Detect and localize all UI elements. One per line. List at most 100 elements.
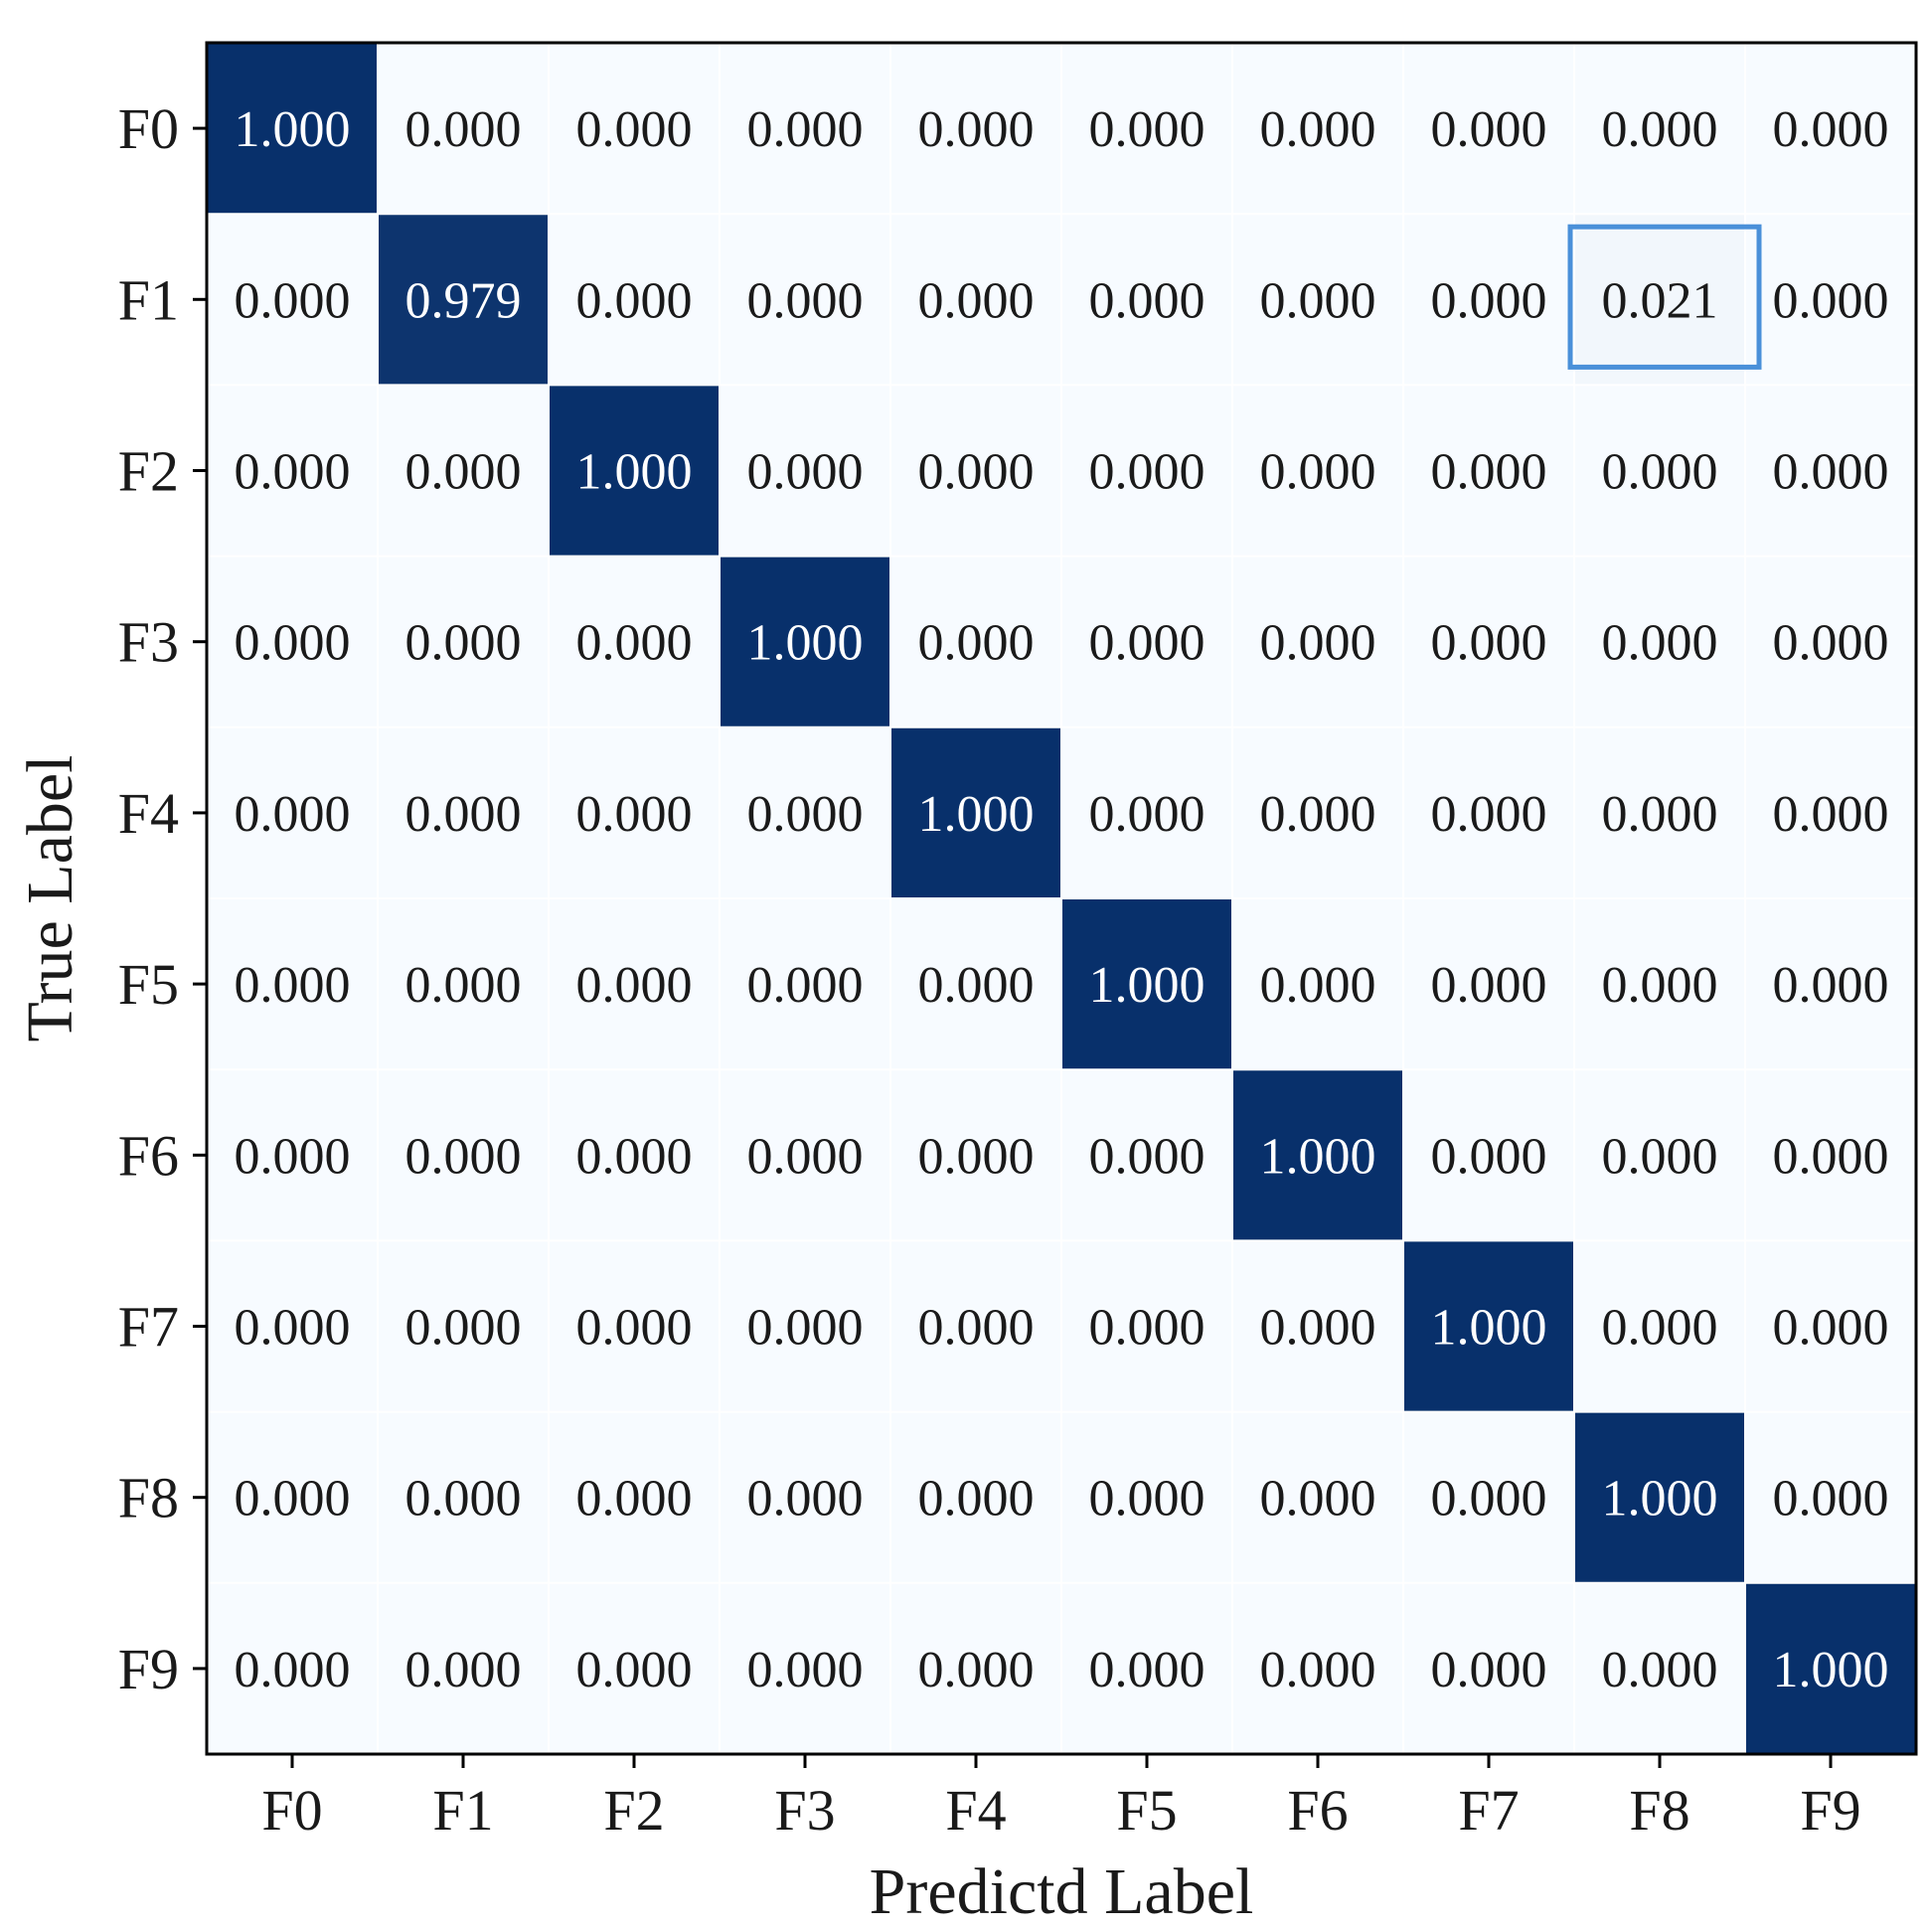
- cell-value-label: 0.000: [405, 615, 522, 672]
- heatmap-cell: [720, 556, 891, 728]
- heatmap-cell: [1232, 1582, 1404, 1755]
- y-axis-ticks: F0 F1 F2 F3 F4 F5 F6 F7 F8 F9: [118, 96, 207, 1701]
- heatmap-cell: [1745, 898, 1917, 1070]
- cell-value-label: 0.000: [1260, 786, 1376, 843]
- cell-value-label: 0.000: [1602, 1128, 1718, 1185]
- heatmap-cell: [378, 385, 550, 558]
- cell-value-label: 0.000: [576, 1128, 693, 1185]
- heatmap-cell: [549, 898, 721, 1070]
- cell-value-label: 0.000: [1602, 1300, 1718, 1357]
- cell-value-label: 0.000: [235, 1300, 351, 1357]
- heatmap-cell: [549, 1240, 721, 1413]
- heatmap-cell: [549, 726, 721, 899]
- heatmap-cell: [549, 43, 721, 215]
- cell-value-label: 0.000: [405, 1471, 522, 1528]
- cell-value-label: 0.021: [1602, 272, 1718, 329]
- cell-value-label: 0.000: [1773, 1128, 1889, 1185]
- heatmap-cell: [720, 1069, 891, 1241]
- cell-value-label: 0.000: [576, 1300, 693, 1357]
- cell-value-label: 0.000: [1260, 957, 1376, 1014]
- cell-value-label: 0.000: [1602, 786, 1718, 843]
- cell-value-label: 0.000: [1089, 786, 1206, 843]
- cell-value-label: 0.000: [1431, 1128, 1547, 1185]
- cell-value-label: 0.000: [1773, 786, 1889, 843]
- cell-value-label: 0.000: [918, 1300, 1035, 1357]
- cell-value-label: 0.000: [1773, 101, 1889, 158]
- heatmap-cell: [1061, 214, 1233, 386]
- cell-value-label: 0.000: [1773, 1471, 1889, 1528]
- heatmap-cell: [1574, 898, 1746, 1070]
- cell-value-label: 1.000: [1773, 1642, 1889, 1698]
- cell-value-label: 0.000: [405, 786, 522, 843]
- cell-value-label: 1.000: [918, 786, 1035, 843]
- cell-value-label: 0.000: [405, 1300, 522, 1357]
- cell-value-label: 0.000: [405, 957, 522, 1014]
- heatmap-cell: [890, 1582, 1062, 1755]
- x-tick-label: F6: [1287, 1778, 1348, 1843]
- cell-value-label: 0.000: [1431, 444, 1547, 501]
- cell-value-label: 0.000: [747, 957, 864, 1014]
- heatmap-cell: [1745, 385, 1917, 558]
- cell-value-label: 0.000: [747, 1300, 864, 1357]
- cell-value-label: 0.000: [1089, 615, 1206, 672]
- heatmap-cell: [720, 1582, 891, 1755]
- cell-value-label: 0.000: [918, 957, 1035, 1014]
- heatmap-cell: [1232, 1240, 1404, 1413]
- heatmap-cell: [378, 214, 550, 386]
- heatmap-cell: [1745, 1411, 1917, 1584]
- cell-value-label: 0.000: [1431, 101, 1547, 158]
- y-tick-label: F2: [118, 439, 179, 504]
- heatmap-cell: [1403, 1069, 1575, 1241]
- heatmap-cell: [890, 1240, 1062, 1413]
- heatmap-cell: [1574, 1069, 1746, 1241]
- heatmap-cell: [1745, 1240, 1917, 1413]
- cell-value-label: 0.000: [1089, 1128, 1206, 1185]
- cell-value-label: 0.000: [1431, 957, 1547, 1014]
- cell-value-labels: 1.000 0.000 0.000 0.000 0.000 0.000 0.000 0.000…: [235, 101, 1889, 1698]
- heatmap-cell: [549, 214, 721, 386]
- heatmap-cell: [1403, 726, 1575, 899]
- cell-value-label: 0.000: [747, 272, 864, 329]
- heatmap-cell: [1232, 1069, 1404, 1241]
- cell-value-label: 0.000: [576, 957, 693, 1014]
- heatmap-cell: [890, 214, 1062, 386]
- heatmap-cell: [1574, 214, 1746, 386]
- cell-value-label: 0.000: [405, 1128, 522, 1185]
- heatmap-cell: [890, 556, 1062, 728]
- cell-value-label: 0.000: [1602, 615, 1718, 672]
- heatmap-cell: [1232, 1411, 1404, 1584]
- cell-value-label: 0.000: [235, 1642, 351, 1698]
- cell-value-label: 0.000: [747, 1642, 864, 1698]
- cell-value-label: 0.000: [918, 444, 1035, 501]
- heatmap-cell: [1232, 43, 1404, 215]
- heatmap-cell: [1061, 1411, 1233, 1584]
- heatmap-cell: [549, 1582, 721, 1755]
- heatmap-cell: [1745, 556, 1917, 728]
- heatmap-cell: [549, 1069, 721, 1241]
- cell-value-label: 0.000: [1089, 444, 1206, 501]
- heatmap-cell: [720, 898, 891, 1070]
- heatmap-cell: [890, 43, 1062, 215]
- cell-value-label: 0.000: [918, 1471, 1035, 1528]
- heatmap-cell: [378, 1069, 550, 1241]
- cell-value-label: 0.000: [747, 1128, 864, 1185]
- cell-value-label: 0.000: [747, 101, 864, 158]
- cell-value-label: 0.000: [235, 444, 351, 501]
- y-axis-title: True Label: [14, 754, 86, 1042]
- cell-value-label: 0.000: [576, 272, 693, 329]
- heatmap-cell: [1061, 1582, 1233, 1755]
- cell-value-label: 0.000: [235, 786, 351, 843]
- cell-value-label: 0.000: [576, 101, 693, 158]
- cell-value-label: 0.000: [918, 1642, 1035, 1698]
- cell-value-label: 0.000: [576, 786, 693, 843]
- heatmap-cell: [378, 556, 550, 728]
- x-tick-label: F4: [945, 1778, 1006, 1843]
- heatmap-cell: [720, 1411, 891, 1584]
- cell-value-label: 0.000: [1089, 1471, 1206, 1528]
- heatmap-cell: [1061, 726, 1233, 899]
- heatmap-cell: [207, 556, 379, 728]
- heatmap-cell: [1574, 1240, 1746, 1413]
- heatmap-cell: [549, 556, 721, 728]
- heatmap-cell: [1574, 726, 1746, 899]
- x-tick-label: F8: [1629, 1778, 1689, 1843]
